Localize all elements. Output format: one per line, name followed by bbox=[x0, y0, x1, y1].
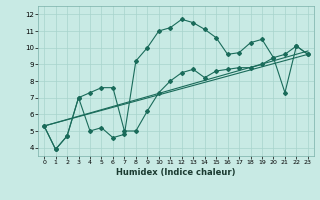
X-axis label: Humidex (Indice chaleur): Humidex (Indice chaleur) bbox=[116, 168, 236, 177]
